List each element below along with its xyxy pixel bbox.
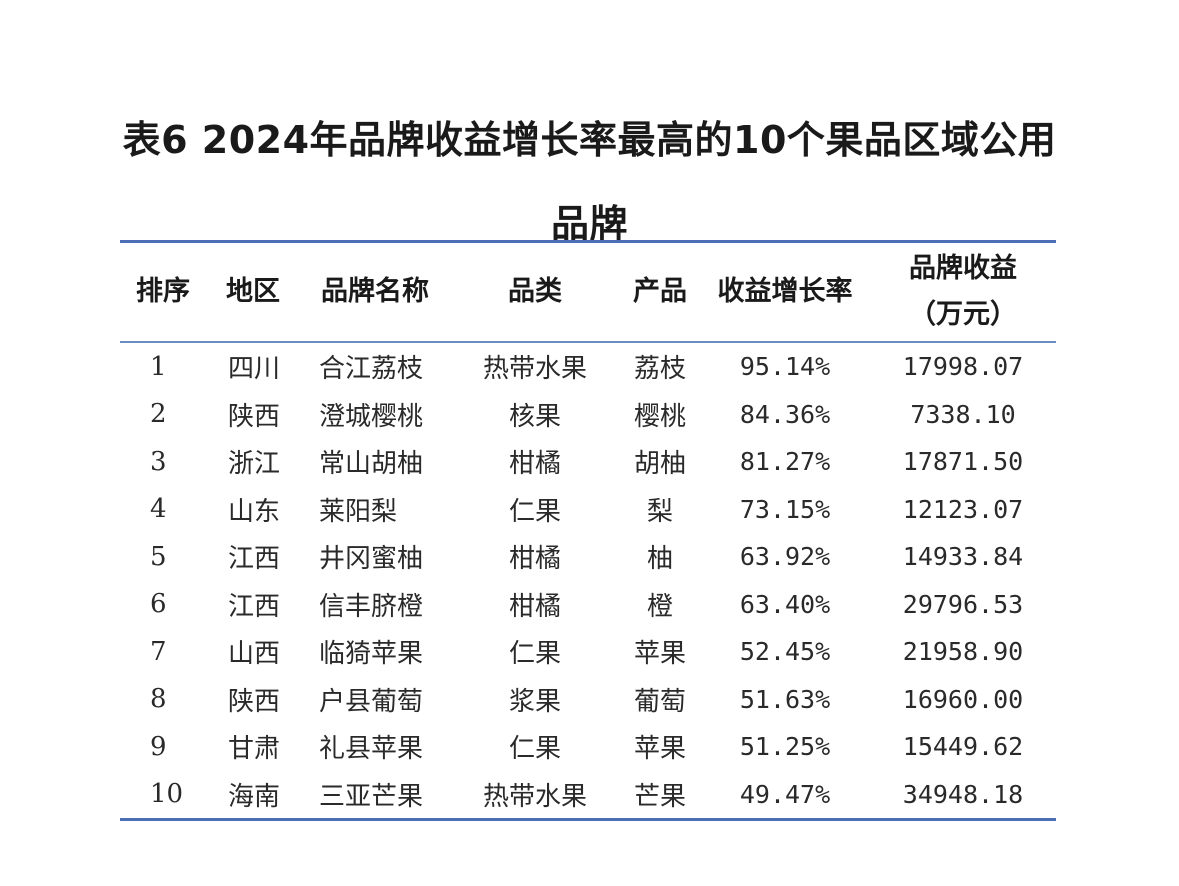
header-category: 品类 xyxy=(508,276,562,307)
cell-region: 江西 xyxy=(228,544,281,575)
cell-revenue: 29796.53 xyxy=(902,589,1024,619)
cell-rank: 2 xyxy=(150,399,167,430)
cell-revenue: 7338.10 xyxy=(910,399,1016,429)
cell-growth: 95.14% xyxy=(739,352,831,382)
cell-growth: 63.92% xyxy=(739,542,831,572)
cell-brand: 户县葡萄 xyxy=(319,686,424,717)
cell-growth: 73.15% xyxy=(739,494,831,524)
table-row: 6 江西 信丰脐橙 柑橘 橙 63.40% 29796.53 xyxy=(120,581,1056,629)
cell-brand: 常山胡柚 xyxy=(319,449,424,480)
table-row: 5 江西 井冈蜜柚 柑橘 柚 63.92% 14933.84 xyxy=(120,533,1056,581)
brand-growth-table: 排序 地区 品牌名称 品类 产品 收益增长率 品牌收益 （万元） 1 四川 合江荔枝… xyxy=(120,243,1056,818)
cell-product: 苹果 xyxy=(633,734,686,765)
cell-revenue: 14933.84 xyxy=(902,542,1024,572)
cell-brand: 三亚芒果 xyxy=(319,781,424,812)
cell-growth: 63.40% xyxy=(739,589,831,619)
table-row: 7 山西 临猗苹果 仁果 苹果 52.45% 21958.90 xyxy=(120,628,1056,676)
cell-rank: 7 xyxy=(150,636,167,667)
cell-category: 浆果 xyxy=(508,686,561,717)
cell-region: 陕西 xyxy=(228,686,281,717)
cell-revenue: 15449.62 xyxy=(902,732,1024,762)
header-product: 产品 xyxy=(633,276,687,307)
header-region: 地区 xyxy=(226,276,280,307)
cell-revenue: 17871.50 xyxy=(902,447,1024,477)
cell-rank: 10 xyxy=(150,779,184,810)
header-revenue-line1: 品牌收益 xyxy=(909,253,1017,284)
table-row: 3 浙江 常山胡柚 柑橘 胡柚 81.27% 17871.50 xyxy=(120,438,1056,486)
cell-category: 热带水果 xyxy=(482,354,587,385)
cell-product: 芒果 xyxy=(633,781,686,812)
table-row: 9 甘肃 礼县苹果 仁果 苹果 51.25% 15449.62 xyxy=(120,723,1056,771)
cell-product: 樱桃 xyxy=(633,401,686,432)
cell-region: 四川 xyxy=(228,354,281,385)
cell-product: 梨 xyxy=(646,496,673,527)
cell-brand: 合江荔枝 xyxy=(319,354,424,385)
cell-product: 葡萄 xyxy=(633,686,686,717)
cell-revenue: 12123.07 xyxy=(902,494,1024,524)
header-growth: 收益增长率 xyxy=(717,276,853,307)
cell-product: 柚 xyxy=(646,544,673,575)
cell-category: 仁果 xyxy=(508,639,561,670)
cell-category: 热带水果 xyxy=(482,781,587,812)
cell-region: 海南 xyxy=(228,781,281,812)
cell-growth: 52.45% xyxy=(739,637,831,667)
table-body: 1 四川 合江荔枝 热带水果 荔枝 95.14% 17998.07 2 陕西 澄城樱桃 核果 樱桃 84… xyxy=(120,341,1056,818)
cell-growth: 51.63% xyxy=(739,684,831,714)
cell-rank: 9 xyxy=(150,731,167,762)
cell-category: 仁果 xyxy=(508,496,561,527)
cell-region: 江西 xyxy=(228,591,281,622)
table-header-row: 排序 地区 品牌名称 品类 产品 收益增长率 品牌收益 （万元） xyxy=(120,243,1056,341)
cell-revenue: 17998.07 xyxy=(902,352,1024,382)
cell-region: 浙江 xyxy=(228,449,281,480)
cell-growth: 81.27% xyxy=(739,447,831,477)
table-row: 4 山东 莱阳梨 仁果 梨 73.15% 12123.07 xyxy=(120,486,1056,534)
cell-rank: 3 xyxy=(150,446,167,477)
cell-region: 甘肃 xyxy=(228,734,281,765)
cell-category: 柑橘 xyxy=(508,591,561,622)
cell-growth: 84.36% xyxy=(739,399,831,429)
data-table-container: 排序 地区 品牌名称 品类 产品 收益增长率 品牌收益 （万元） 1 四川 合江荔枝… xyxy=(120,240,1056,821)
table-row: 8 陕西 户县葡萄 浆果 葡萄 51.63% 16960.00 xyxy=(120,676,1056,724)
cell-revenue: 16960.00 xyxy=(902,684,1024,714)
cell-product: 苹果 xyxy=(633,639,686,670)
cell-rank: 6 xyxy=(150,589,167,620)
cell-product: 橙 xyxy=(646,591,673,622)
cell-brand: 莱阳梨 xyxy=(319,496,398,527)
cell-category: 核果 xyxy=(508,401,561,432)
cell-category: 柑橘 xyxy=(508,449,561,480)
cell-product: 胡柚 xyxy=(633,449,686,480)
header-revenue: 品牌收益 （万元） xyxy=(870,243,1056,341)
cell-revenue: 34948.18 xyxy=(902,779,1024,809)
cell-rank: 5 xyxy=(150,541,167,572)
header-brand: 品牌名称 xyxy=(321,276,429,307)
cell-rank: 1 xyxy=(150,351,167,382)
table-bottom-rule xyxy=(120,818,1056,821)
table-top-rule xyxy=(120,240,1056,243)
cell-product: 荔枝 xyxy=(633,354,686,385)
header-rank: 排序 xyxy=(136,276,190,307)
cell-brand: 礼县苹果 xyxy=(319,734,424,765)
table-title: 表6 2024年品牌收益增长率最高的10个果品区域公用 品牌 xyxy=(60,98,1119,266)
table-title-line1: 表6 2024年品牌收益增长率最高的10个果品区域公用 xyxy=(122,118,1057,162)
cell-rank: 8 xyxy=(150,684,167,715)
cell-region: 陕西 xyxy=(228,401,281,432)
table-row: 1 四川 合江荔枝 热带水果 荔枝 95.14% 17998.07 xyxy=(120,343,1056,391)
cell-category: 柑橘 xyxy=(508,544,561,575)
cell-revenue: 21958.90 xyxy=(902,637,1024,667)
cell-brand: 井冈蜜柚 xyxy=(319,544,424,575)
cell-region: 山东 xyxy=(228,496,281,527)
cell-growth: 49.47% xyxy=(739,779,831,809)
table-row: 2 陕西 澄城樱桃 核果 樱桃 84.36% 7338.10 xyxy=(120,391,1056,439)
header-divider-rule xyxy=(120,341,1056,343)
cell-brand: 信丰脐橙 xyxy=(319,591,424,622)
cell-region: 山西 xyxy=(228,639,281,670)
header-revenue-line2: （万元） xyxy=(909,299,1017,330)
cell-category: 仁果 xyxy=(508,734,561,765)
table-row: 10 海南 三亚芒果 热带水果 芒果 49.47% 34948.18 xyxy=(120,771,1056,819)
cell-rank: 4 xyxy=(150,494,167,525)
cell-growth: 51.25% xyxy=(739,732,831,762)
cell-brand: 澄城樱桃 xyxy=(319,401,424,432)
table-title-line2: 品牌 xyxy=(550,202,628,246)
cell-brand: 临猗苹果 xyxy=(319,639,424,670)
